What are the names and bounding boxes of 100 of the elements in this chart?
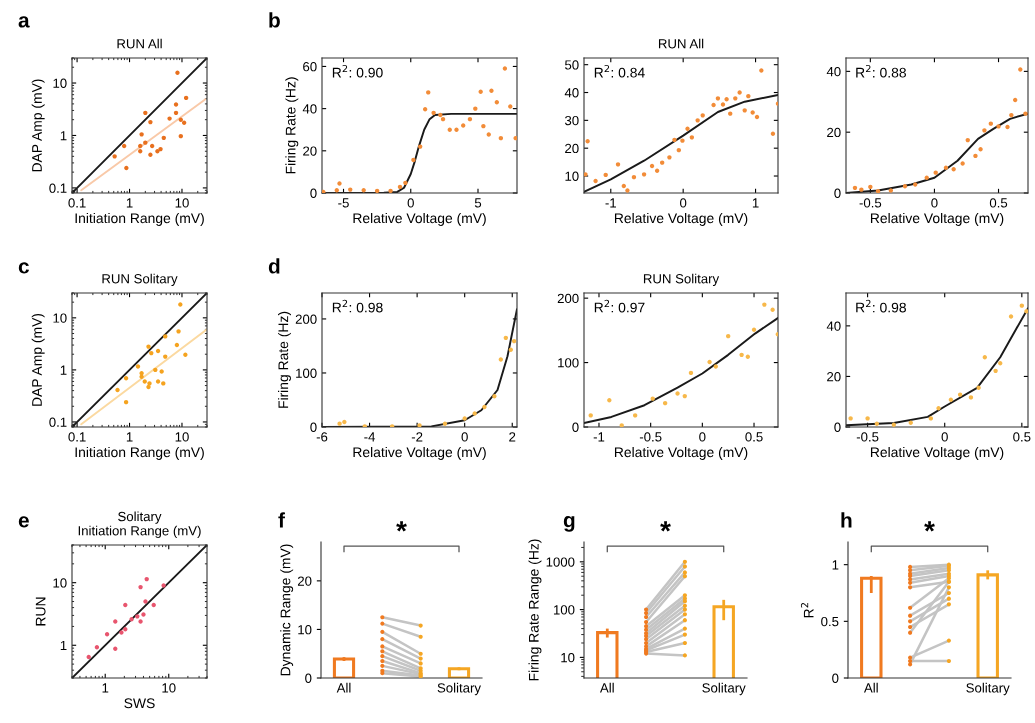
- chart-title: RUN All: [658, 38, 704, 49]
- text: c: [18, 262, 29, 274]
- y-axis-title: Firing Rate Range (Hz): [528, 539, 542, 681]
- x-axis-title: Relative Voltage (mV): [614, 212, 748, 226]
- y-tick-label: 20: [303, 146, 317, 156]
- y-tick-label: 30: [564, 115, 579, 126]
- y-tick-label: 0: [834, 188, 841, 198]
- y-axis-title: DAP Amp (mV): [31, 79, 45, 172]
- y-tick-label: 0: [310, 422, 317, 432]
- x-tick-label: -1: [593, 432, 605, 442]
- x-tick-label: -0.5: [859, 198, 882, 208]
- y-tick-label: 100: [558, 358, 579, 368]
- x-tick-label: 1: [752, 198, 759, 208]
- x-tick-label: 0: [461, 432, 468, 442]
- x-tick-label: 0: [407, 198, 414, 208]
- y-tick-label: 1: [60, 131, 67, 141]
- x-tick-label: 0: [680, 198, 687, 208]
- y-tick-label: 0: [572, 422, 579, 432]
- x-tick-label: 0.1: [68, 198, 86, 208]
- annotation: R$^{2}$: 0.98: [332, 299, 383, 313]
- x-tick-label: 0.5: [1013, 432, 1031, 442]
- annotation: R$^{2}$: 0.90: [332, 64, 383, 78]
- x-tick-label: 1: [126, 432, 133, 442]
- x-axis-title: SWS: [124, 698, 155, 709]
- y-tick-label: 20: [297, 576, 312, 586]
- x-axis-title: Relative Voltage (mV): [870, 212, 1004, 226]
- x-tick-label: 0.1: [68, 432, 86, 442]
- y-tick-label: 1000: [546, 557, 575, 567]
- y-tick-label: 10: [298, 625, 312, 635]
- annotation: R$^{2}$: 0.84: [594, 64, 645, 78]
- y-axis-title: Firing Rate (Hz): [285, 77, 299, 174]
- x-tick-label: 0.5: [989, 198, 1008, 208]
- x-axis-title: Relative Voltage (mV): [353, 212, 486, 226]
- annotation: R$^{2}$: 0.98: [856, 299, 906, 313]
- y-tick-label: 0: [305, 673, 312, 683]
- y-tick-label: 1: [60, 640, 67, 651]
- y-tick-label: 40: [826, 66, 841, 77]
- x-tick-label: -6: [316, 432, 328, 442]
- y-tick-label: 1: [60, 365, 67, 375]
- text: *: [396, 521, 407, 532]
- y-tick-label: 0.1: [49, 183, 67, 193]
- y-axis-title: R$^{2}$: [800, 603, 814, 618]
- text: f: [278, 512, 285, 528]
- y-tick-label: 10: [561, 652, 575, 663]
- y-tick-label: 20: [827, 127, 841, 138]
- x-tick-label: 1: [102, 683, 109, 693]
- text: *: [660, 521, 671, 532]
- chart-title: RUN All: [117, 38, 162, 49]
- y-tick-label: 0: [834, 422, 841, 432]
- annotation: R$^{2}$: 0.88: [856, 64, 906, 78]
- y-tick-label: 1: [832, 560, 839, 570]
- chart-title: RUN Solitary: [643, 273, 720, 287]
- x-tick-label: 10: [175, 432, 189, 442]
- y-tick-label: 0: [832, 673, 839, 683]
- x-tick-label: 0: [941, 432, 948, 442]
- x-axis-title: Relative Voltage (mV): [614, 446, 748, 460]
- y-tick-label: 10: [53, 78, 67, 88]
- chart-title: RUN Solitary: [102, 273, 178, 287]
- chart-title: Solitary Initiation Range (mV): [78, 511, 201, 539]
- x-tick-label: 0: [699, 432, 706, 442]
- x-tick-label: Solitary: [437, 682, 481, 696]
- y-tick-label: 20: [827, 372, 841, 382]
- x-tick-label: 10: [162, 683, 176, 693]
- y-tick-label: 200: [557, 293, 579, 304]
- x-tick-label: 0: [931, 198, 938, 208]
- y-tick-label: 0: [310, 188, 317, 198]
- x-tick-label: -4: [364, 432, 376, 442]
- x-tick-label: Solitary: [966, 682, 1010, 696]
- annotation: R$^{2}$: 0.97: [594, 299, 645, 313]
- x-tick-label: 2: [509, 432, 516, 442]
- x-axis-title: Relative Voltage (mV): [870, 446, 1004, 460]
- x-tick-label: 0.5: [745, 432, 763, 442]
- y-tick-label: 10: [53, 313, 67, 323]
- y-axis-title: Firing Rate (Hz): [278, 311, 291, 408]
- y-tick-label: 40: [826, 321, 841, 331]
- y-axis-title: DAP Amp (mV): [31, 313, 45, 406]
- text: e: [18, 516, 29, 528]
- x-tick-label: Solitary: [702, 682, 746, 696]
- x-tick-label: All: [863, 682, 878, 693]
- x-tick-label: -0.5: [639, 432, 662, 442]
- y-tick-label: 50: [564, 60, 579, 70]
- x-axis-title: Initiation Range (mV): [75, 446, 204, 460]
- x-axis-title: Initiation Range (mV): [75, 212, 204, 226]
- y-tick-label: 100: [553, 605, 575, 615]
- x-tick-label: -2: [411, 432, 423, 442]
- x-tick-label: 10: [175, 198, 189, 208]
- y-tick-label: 60: [303, 62, 317, 72]
- text: d: [268, 258, 280, 274]
- y-tick-label: 200: [295, 314, 317, 324]
- text: g: [563, 516, 575, 532]
- x-tick-label: All: [599, 682, 614, 693]
- y-axis-title: Dynamic Range (mV): [280, 544, 294, 676]
- x-tick-label: -1: [605, 198, 617, 208]
- y-tick-label: 0.1: [49, 417, 67, 427]
- y-axis-title: RUN: [35, 597, 46, 626]
- y-tick-label: 40: [564, 88, 579, 98]
- text: b: [269, 12, 280, 28]
- text: *: [924, 521, 935, 532]
- text: h: [841, 512, 852, 528]
- y-tick-label: 40: [302, 104, 317, 114]
